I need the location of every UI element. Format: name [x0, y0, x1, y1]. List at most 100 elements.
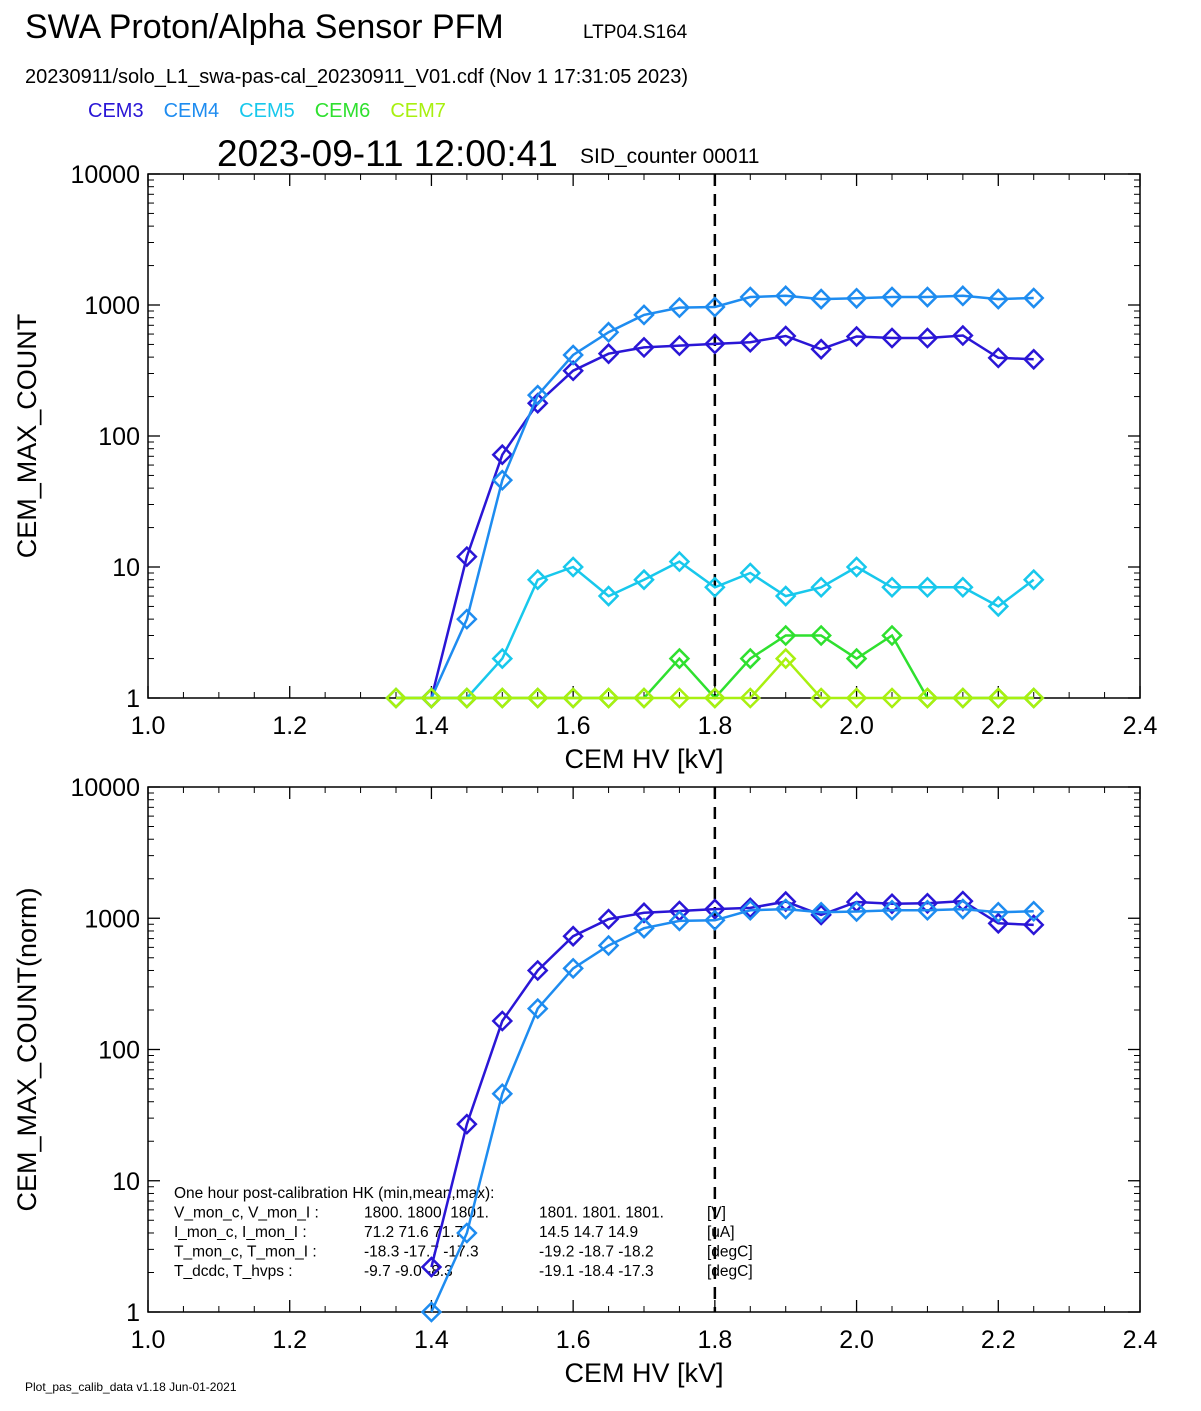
- data-point: [668, 910, 691, 932]
- x-tick-label: 1.6: [556, 712, 591, 740]
- data-point: [597, 342, 620, 365]
- series-cem4: [420, 898, 1045, 1323]
- series-line: [430, 907, 1034, 1313]
- data-point: [916, 899, 939, 922]
- hk-cell: I_mon_c, I_mon_I :: [174, 1224, 307, 1241]
- data-point: [774, 325, 797, 347]
- x-tick-label: 2.0: [839, 712, 874, 740]
- data-point: [952, 285, 974, 307]
- data-point: [774, 647, 797, 670]
- data-point: [491, 687, 514, 709]
- series-line: [396, 656, 1034, 700]
- data-point: [987, 901, 1010, 924]
- hk-cell: -19.1 -18.4 -17.3: [539, 1263, 654, 1280]
- y-tick-label: 100: [98, 423, 140, 451]
- data-point: [420, 1301, 443, 1323]
- plot-title: SWA Proton/Alpha Sensor PFM: [25, 8, 504, 46]
- x-tick-label: 1.4: [414, 1326, 449, 1354]
- data-point: [916, 687, 939, 709]
- data-point: [1022, 687, 1045, 709]
- data-point: [456, 1113, 478, 1135]
- series-cem4: [420, 285, 1045, 709]
- x-tick-label: 1.0: [131, 712, 166, 740]
- data-point: [845, 687, 868, 709]
- chart-panel-1: 1.0 1.2 1.4 1.6 1.8 2.0 2.2 2.4 1 10 100 1000 10000 C…: [12, 161, 1157, 774]
- data-point: [526, 384, 549, 406]
- data-point: [704, 333, 726, 355]
- hk-cell: -18.3 -17.7 -17.3: [364, 1244, 479, 1261]
- data-point: [597, 908, 620, 930]
- hk-cell: [degC]: [707, 1263, 753, 1280]
- y-tick-label: 10000: [70, 774, 140, 802]
- data-point: [810, 624, 832, 647]
- data-point: [987, 595, 1010, 618]
- legend-item-cem3: CEM3: [88, 100, 144, 122]
- x-tick-label: 1.2: [272, 1326, 307, 1354]
- data-point: [704, 898, 726, 920]
- data-point: [668, 334, 691, 357]
- hk-cell: V_mon_c, V_mon_I :: [174, 1205, 319, 1222]
- data-point: [881, 687, 903, 709]
- data-point: [739, 897, 762, 919]
- hk-cell: [uA]: [707, 1224, 735, 1241]
- series-cem7: [385, 647, 1045, 709]
- data-point: [916, 576, 939, 599]
- data-point: [491, 1010, 514, 1032]
- data-point: [810, 687, 832, 709]
- hk-annotation-title: One hour post-calibration HK (min,mean,m…: [174, 1185, 494, 1202]
- data-point: [633, 902, 655, 924]
- series-line: [430, 899, 1034, 1268]
- hk-cell: 1800. 1800. 1801.: [364, 1205, 489, 1222]
- data-point: [562, 344, 584, 366]
- hk-annotation: One hour post-calibration HK (min,mean,m…: [174, 1185, 753, 1280]
- data-point: [739, 562, 762, 584]
- chart-panel-2: 1.0 1.2 1.4 1.6 1.8 2.0 2.2 2.4 1 10 100 1000 10000 C…: [12, 774, 1157, 1388]
- data-point: [810, 576, 832, 599]
- data-point: [420, 1256, 443, 1278]
- data-point: [987, 687, 1010, 709]
- hk-cell: 71.2 71.6 71.7: [364, 1224, 463, 1241]
- data-point: [420, 687, 443, 709]
- data-point: [597, 934, 620, 957]
- x-tick-label: 1.0: [131, 1326, 166, 1354]
- data-point: [704, 576, 726, 599]
- y-tick-label: 1: [126, 685, 140, 713]
- data-point: [491, 469, 514, 491]
- y-tick-label: 10: [112, 554, 140, 582]
- hk-cell: -19.2 -18.7 -18.2: [539, 1244, 654, 1261]
- data-point: [739, 331, 762, 353]
- data-point: [774, 585, 797, 607]
- data-point: [774, 890, 797, 913]
- data-point: [987, 288, 1010, 310]
- data-point: [562, 925, 584, 947]
- data-point: [774, 898, 797, 920]
- data-point: [916, 286, 939, 308]
- data-point: [456, 1222, 478, 1244]
- data-point: [597, 687, 620, 709]
- data-point: [526, 959, 549, 982]
- x-tick-label: 1.8: [697, 712, 732, 740]
- data-point: [881, 327, 903, 349]
- legend-item-cem7: CEM7: [390, 100, 446, 122]
- data-point: [810, 338, 832, 360]
- data-point: [952, 324, 974, 347]
- data-point: [881, 624, 903, 647]
- y-tick-label: 1000: [84, 292, 140, 320]
- hk-cell: [degC]: [707, 1244, 753, 1261]
- x-tick-label: 2.0: [839, 1326, 874, 1354]
- legend-item-cem5: CEM5: [239, 100, 295, 122]
- plot-subtitle: LTP04.S164: [583, 22, 688, 43]
- source-filename: 20230911/solo_L1_swa-pas-cal_20230911_V0…: [25, 66, 689, 88]
- data-point: [491, 1082, 514, 1105]
- hk-cell: T_dcdc, T_hvps :: [174, 1263, 293, 1280]
- data-point: [845, 287, 868, 310]
- data-point: [633, 687, 655, 709]
- data-point: [881, 286, 903, 308]
- data-point: [845, 325, 868, 348]
- data-point: [845, 556, 868, 578]
- x-tick-label: 1.2: [272, 712, 307, 740]
- data-point: [668, 296, 691, 319]
- data-point: [668, 550, 691, 573]
- y-tick-label: 10000: [70, 161, 140, 189]
